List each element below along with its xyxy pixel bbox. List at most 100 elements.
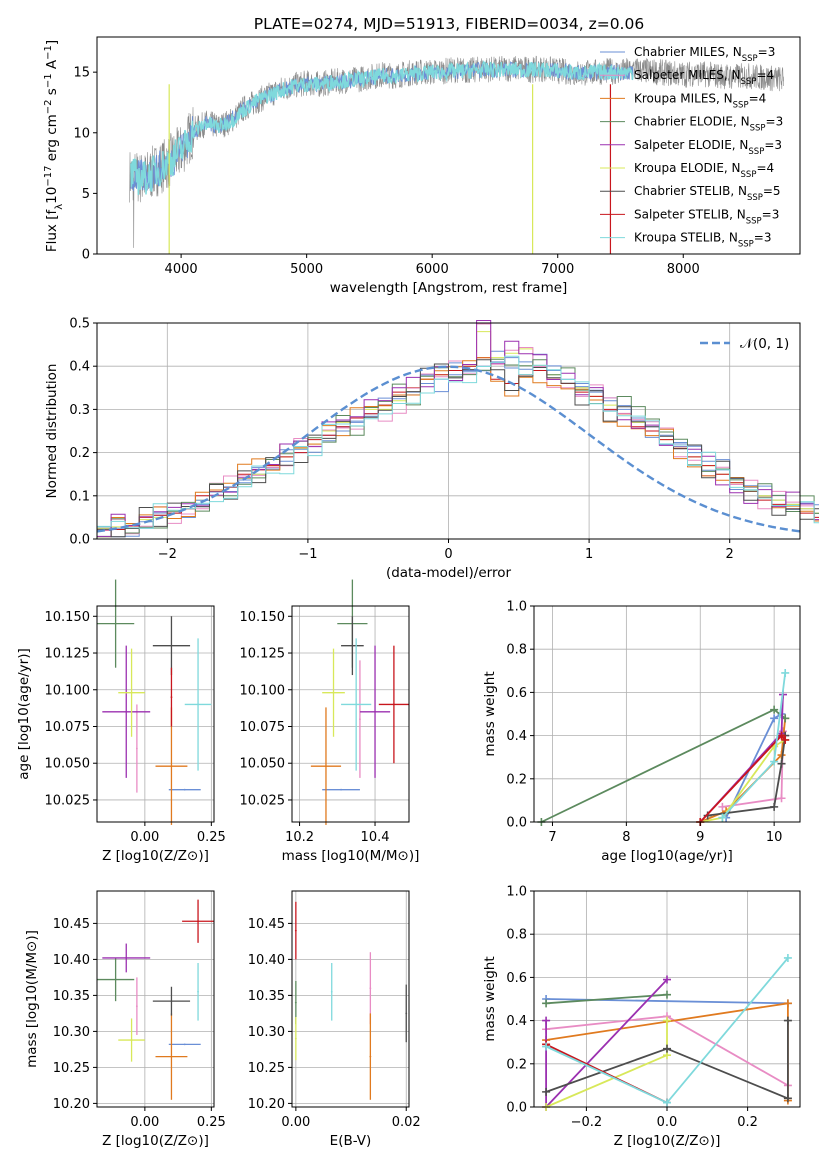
y-tick-label: 0.6 xyxy=(506,971,527,986)
legend-label: Salpeter MILES, NSSP=4 xyxy=(634,68,774,87)
data-point xyxy=(130,1039,133,1041)
x-tick-label: 8000 xyxy=(667,262,700,277)
data-point xyxy=(369,987,372,990)
y-tick-label: 10.30 xyxy=(53,1025,90,1040)
y-tick-label: 10.075 xyxy=(240,720,286,735)
y-tick-label: 10.35 xyxy=(53,989,90,1004)
data-point xyxy=(325,765,327,768)
legend-label: Kroupa MILES, NSSP=4 xyxy=(634,91,766,110)
y-tick-label: 0.8 xyxy=(506,643,527,658)
x-tick-label: 0.25 xyxy=(197,1115,226,1130)
x-axis-label: (data-model)/error xyxy=(386,565,512,581)
x-tick-label: 8 xyxy=(622,830,630,845)
y-axis-label: mass weight xyxy=(482,671,498,756)
data-point xyxy=(359,718,361,721)
x-tick-label: 10.4 xyxy=(361,830,390,845)
plus-marker xyxy=(718,813,727,822)
y-tick-label: 10.150 xyxy=(240,610,286,625)
y-axis-label: mass weight xyxy=(482,956,498,1041)
plus-marker xyxy=(783,953,792,962)
x-axis-label: age [log10(age/yr)] xyxy=(601,848,733,864)
x-axis-label: mass [log10(M/M⊙)] xyxy=(282,848,420,864)
spectrum-panel: 4000 5000 6000 7000 8000 0 5 10 15 wavelength [An… xyxy=(43,36,801,296)
y-tick-label: 0.0 xyxy=(506,1101,527,1116)
model-spectrum-line xyxy=(130,61,634,192)
data-point xyxy=(294,929,297,932)
y-tick-label: 10.40 xyxy=(53,953,90,968)
normal-curve xyxy=(96,365,801,533)
plus-marker xyxy=(770,757,779,766)
histogram-step xyxy=(97,358,819,538)
plus-marker xyxy=(703,811,712,820)
x-axis-label: Z [log10(Z/Z⊙)] xyxy=(102,1133,209,1149)
plus-marker xyxy=(783,999,792,1008)
data-point xyxy=(125,710,128,713)
plus-marker xyxy=(542,999,551,1008)
x-axis-label: wavelength [Angstrom, rest frame] xyxy=(330,280,568,296)
plus-marker xyxy=(663,990,671,999)
plus-marker xyxy=(542,1042,551,1051)
weight-vs-age-panel: 7 8 9 10 0.0 0.2 0.4 0.6 0.8 1.0 age [log10(age/yr… xyxy=(482,600,801,864)
y-tick-label: 10.100 xyxy=(45,683,91,698)
error-bars xyxy=(97,579,212,825)
x-tick-label: 2 xyxy=(726,547,734,562)
y-tick-label: 15 xyxy=(73,66,90,81)
y-tick-label: 10.35 xyxy=(248,989,285,1004)
y-tick-label: 10.20 xyxy=(248,1097,285,1112)
data-point xyxy=(330,990,333,993)
y-tick-label: 10.075 xyxy=(45,720,91,735)
y-tick-label: 10.125 xyxy=(240,647,286,662)
data-point xyxy=(170,644,173,647)
data-point xyxy=(294,1037,297,1040)
axes-frame xyxy=(291,890,410,1108)
y-tick-label: 10.050 xyxy=(45,757,91,772)
x-tick-label: 7 xyxy=(548,830,556,845)
data-point xyxy=(125,957,128,959)
y-tick-label: 0.4 xyxy=(506,729,527,744)
y-tick-label: 0.1 xyxy=(69,489,90,504)
residuals-panel: −2 −1 0 1 2 0.0 0.1 0.2 0.3 0.4 0.5 (data-model)/er… xyxy=(44,317,819,581)
x-tick-label: 9 xyxy=(696,830,704,845)
y-axis-label: Flux [fλ10−17 erg cm−2 s−1 A−1] xyxy=(43,40,65,252)
y-tick-label: 0.2 xyxy=(69,446,90,461)
x-tick-label: −0.2 xyxy=(571,1115,603,1130)
data-point xyxy=(197,990,199,993)
plus-marker xyxy=(542,1087,551,1096)
histogram-step xyxy=(97,359,819,538)
x-tick-label: 0 xyxy=(444,547,452,562)
y-tick-label: 0.2 xyxy=(506,1057,527,1072)
x-tick-label: 0.0 xyxy=(657,1115,678,1130)
y-tick-label: 0.0 xyxy=(69,533,90,548)
data-point xyxy=(170,1055,173,1058)
plus-marker xyxy=(777,731,786,740)
grid-lines xyxy=(97,891,214,1107)
y-tick-label: 1.0 xyxy=(506,600,527,615)
grid-lines xyxy=(292,606,409,822)
data-point xyxy=(197,703,199,706)
grid-lines xyxy=(97,606,214,822)
model-spectrum-line xyxy=(130,60,634,196)
legend-label: 𝒩(0, 1) xyxy=(740,336,789,352)
x-axis-label: Z [log10(Z/Z⊙)] xyxy=(614,1133,721,1149)
y-axis-label: mass [log10(M/M⊙)] xyxy=(24,930,40,1068)
x-tick-label: 0.00 xyxy=(281,1115,310,1130)
y-tick-label: 0.8 xyxy=(506,928,527,943)
series-line xyxy=(546,993,668,1005)
error-bars xyxy=(97,899,214,1100)
plus-marker xyxy=(663,1044,671,1053)
data-point xyxy=(369,1055,372,1058)
y-tick-label: 10.25 xyxy=(53,1061,90,1076)
error-bars xyxy=(294,901,408,1100)
legend-label: Kroupa ELODIE, NSSP=4 xyxy=(634,161,774,180)
plus-marker xyxy=(770,714,779,723)
x-tick-label: 1 xyxy=(585,547,593,562)
series-line xyxy=(541,708,786,823)
weight-vs-z-panel: −0.2 0.0 0.2 0.0 0.2 0.4 0.6 0.8 1.0 Z [log10(Z/Z… xyxy=(482,885,801,1149)
legend-label: Chabrier STELIB, NSSP=5 xyxy=(634,184,781,203)
plus-marker xyxy=(770,802,779,811)
y-tick-label: 10.100 xyxy=(240,683,286,698)
y-tick-label: 0.0 xyxy=(506,816,527,831)
y-tick-label: 10.25 xyxy=(248,1061,285,1076)
data-point xyxy=(332,691,335,694)
